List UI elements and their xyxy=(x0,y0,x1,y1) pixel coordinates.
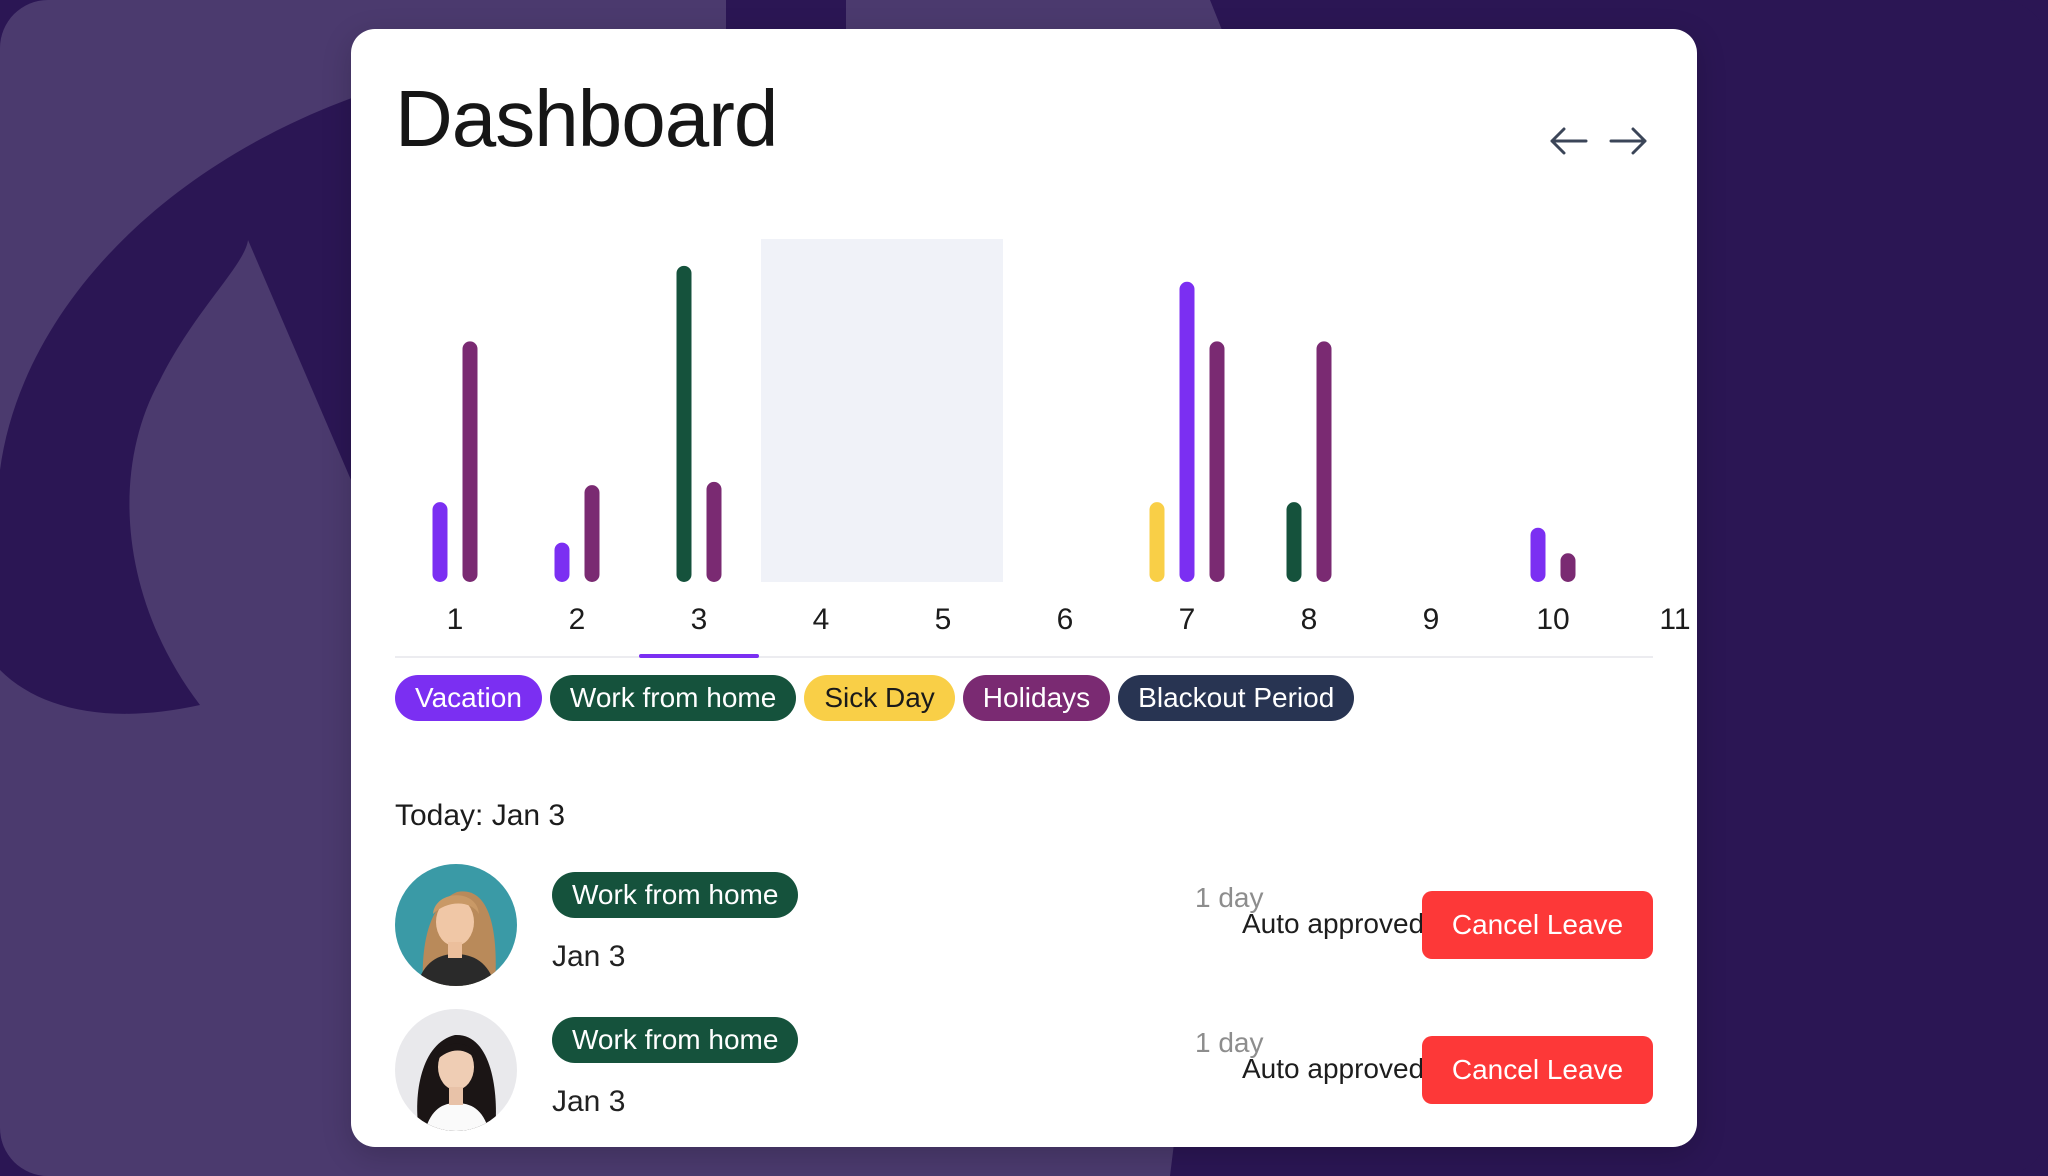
leave-type-badge: Work from home xyxy=(552,872,799,918)
bar-holidays-3[interactable] xyxy=(706,481,722,582)
leave-duration: 1 day xyxy=(1195,882,1264,913)
bar-vacation-7[interactable] xyxy=(1179,281,1195,582)
leave-date: Jan 3 xyxy=(552,1085,626,1118)
x-tick-label[interactable]: 2 xyxy=(569,603,586,636)
leave-duration: 1 day xyxy=(1195,1027,1264,1058)
x-tick-label[interactable]: 1 xyxy=(447,603,464,636)
x-tick-label[interactable]: 6 xyxy=(1057,603,1074,636)
cancel-leave-button[interactable]: Cancel Leave xyxy=(1422,891,1653,959)
bar-sick-day-7[interactable] xyxy=(1149,502,1165,582)
today-label: Today: Jan 3 xyxy=(395,799,566,832)
bar-holidays-1[interactable] xyxy=(462,341,478,582)
bar-holidays-10[interactable] xyxy=(1560,553,1576,582)
leave-date: Jan 3 xyxy=(552,940,626,973)
leave-bar-chart: 1 2 3 4 5 6 7 8 9 10 11 xyxy=(351,224,1697,684)
legend-work-from-home: Work from home xyxy=(549,675,797,721)
x-tick-label[interactable]: 4 xyxy=(813,603,830,636)
leave-type-badge: Work from home xyxy=(552,1017,799,1063)
x-tick-label[interactable]: 3 xyxy=(691,603,708,636)
page-title: Dashboard xyxy=(395,74,778,163)
legend: Vacation Work from home Sick Day Holiday… xyxy=(395,675,1355,721)
bar-holidays-2[interactable] xyxy=(584,485,600,582)
leave-row: Work from home 1 day Jan 3 Auto approved… xyxy=(395,864,1653,988)
x-tick-label[interactable]: 9 xyxy=(1423,603,1440,636)
chart-canvas: 1 2 3 4 5 6 7 8 9 10 11 xyxy=(395,239,1691,658)
approval-status: Auto approved xyxy=(1242,908,1425,939)
x-tick-label[interactable]: 10 xyxy=(1536,603,1569,636)
approval-status: Auto approved xyxy=(1242,1053,1425,1084)
bar-vacation-10[interactable] xyxy=(1530,527,1546,582)
bar-work-from-home-8[interactable] xyxy=(1286,502,1302,582)
cancel-leave-button[interactable]: Cancel Leave xyxy=(1422,1036,1653,1104)
bar-holidays-8[interactable] xyxy=(1316,341,1332,582)
legend-vacation: Vacation xyxy=(395,675,542,721)
legend-sick-day: Sick Day xyxy=(804,675,955,721)
arrow-right-icon[interactable] xyxy=(1607,119,1651,163)
x-tick-label[interactable]: 5 xyxy=(935,603,952,636)
x-tick-label[interactable]: 11 xyxy=(1659,603,1690,636)
x-tick-label[interactable]: 7 xyxy=(1179,603,1196,636)
bar-vacation-2[interactable] xyxy=(554,542,570,582)
legend-holidays: Holidays xyxy=(962,675,1111,721)
axis-separator xyxy=(395,656,1653,658)
arrow-left-icon[interactable] xyxy=(1546,119,1590,163)
avatar xyxy=(395,864,517,986)
leave-row: Work from home 1 day Jan 3 Auto approved… xyxy=(395,1009,1653,1133)
bar-work-from-home-3[interactable] xyxy=(676,265,692,582)
bar-vacation-1[interactable] xyxy=(432,502,448,582)
selected-day-indicator xyxy=(639,654,759,658)
x-tick-label[interactable]: 8 xyxy=(1301,603,1318,636)
avatar xyxy=(395,1009,517,1131)
bar-holidays-7[interactable] xyxy=(1209,341,1225,582)
legend-blackout-period: Blackout Period xyxy=(1118,675,1355,721)
dashboard-card: Dashboard 1 2 3 4 5 6 7 8 9 10 11 Vacation Work fr… xyxy=(351,29,1697,1147)
highlight-range xyxy=(761,239,1003,582)
